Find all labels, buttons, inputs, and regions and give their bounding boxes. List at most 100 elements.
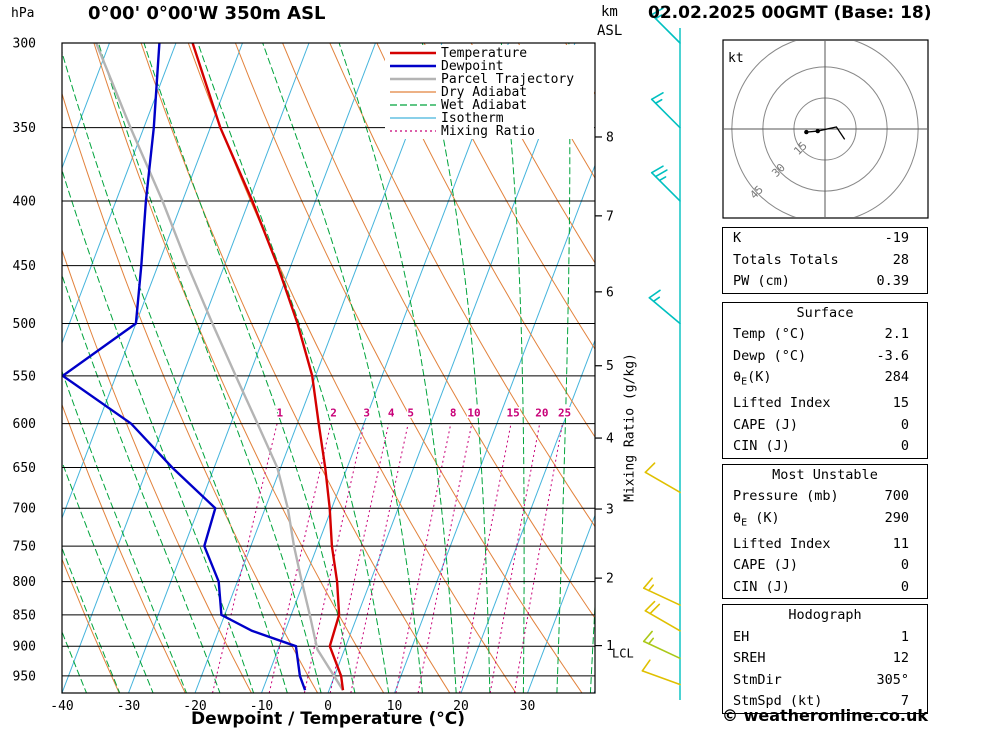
stat-label: Lifted Index bbox=[733, 535, 831, 552]
legend-label: Mixing Ratio bbox=[441, 124, 535, 139]
stat-value: 305° bbox=[876, 671, 909, 688]
pressure-tick-label: 500 bbox=[13, 317, 36, 332]
stat-row: θE (K) 290 bbox=[723, 508, 927, 534]
stat-label: PW (cm) bbox=[733, 273, 790, 289]
stat-value: 0 bbox=[900, 438, 909, 455]
pressure-tick-label: 900 bbox=[13, 640, 36, 655]
km-tick-label: 3 bbox=[606, 503, 614, 518]
wind-barb bbox=[642, 577, 681, 606]
hodograph-trace-dot bbox=[815, 128, 820, 134]
legend-label: Dry Adiabat bbox=[441, 85, 527, 100]
mixing-ratio-value: 10 bbox=[467, 407, 480, 420]
pressure-axis-labels: 300 bbox=[13, 37, 36, 52]
mixing-ratio-value: 1 bbox=[276, 407, 283, 420]
temperature-axis-labels: -40 -30 -20 -10 0 10 20 30 bbox=[50, 699, 535, 714]
pressure-tick-label: 300 bbox=[13, 37, 36, 52]
mixing-ratio-value: 2 bbox=[330, 407, 337, 420]
km-tick-label: 1 bbox=[606, 639, 614, 654]
mixing-ratio-value: 4 bbox=[388, 407, 395, 420]
run-date-title: 02.02.2025 00GMT (Base: 18) bbox=[648, 3, 932, 23]
stat-value: 11 bbox=[892, 535, 909, 552]
km-axis-label: km bbox=[601, 4, 618, 20]
mixing-ratio-value: 20 bbox=[535, 407, 548, 420]
wind-barb bbox=[644, 462, 681, 494]
stat-label: CAPE (J) bbox=[733, 557, 799, 574]
lcl-marker: LCL bbox=[612, 646, 634, 660]
stat-label: K bbox=[733, 230, 742, 246]
pressure-axis-labels: 500 bbox=[13, 317, 36, 332]
stat-value: -19 bbox=[884, 230, 909, 246]
pressure-tick-label: 850 bbox=[13, 608, 36, 623]
pressure-tick-label: 400 bbox=[13, 194, 36, 209]
stat-value: 1 bbox=[900, 628, 909, 645]
stats-panel-hodograph: Hodograph EH 1 SREH 12 StmDir 305° StmSpd (kt) 7 bbox=[722, 604, 928, 714]
station-title: 0°00' 0°00'W 350m ASL bbox=[88, 3, 326, 24]
pressure-axis-labels: 950 bbox=[13, 669, 36, 684]
legend-label: Wet Adiabat bbox=[441, 98, 527, 113]
stat-label: θE(K) bbox=[733, 369, 772, 388]
stat-row: EH 1 bbox=[723, 627, 927, 649]
pressure-axis-labels: 350 bbox=[13, 121, 36, 136]
pressure-axis-labels: 400 bbox=[13, 194, 36, 209]
pressure-axis-labels: 650 bbox=[13, 461, 36, 476]
stat-row: StmSpd (kt) 7 bbox=[723, 691, 927, 713]
copyright: © weatheronline.co.uk bbox=[722, 706, 929, 725]
stat-row: Totals Totals 28 bbox=[723, 250, 927, 272]
stat-row: SREH 12 bbox=[723, 648, 927, 670]
stat-value: 28 bbox=[892, 251, 909, 268]
legend-label: Parcel Trajectory bbox=[441, 72, 574, 87]
stats-panel-surface: Surface Temp (°C) 2.1 Dewp (°C) -3.6 θE(K) 284… bbox=[722, 301, 928, 459]
stat-label: CIN (J) bbox=[733, 438, 790, 455]
panel-title: Most Unstable bbox=[772, 466, 878, 483]
stat-row: Lifted Index 15 bbox=[723, 393, 927, 415]
stat-label: CAPE (J) bbox=[733, 416, 799, 433]
km-tick-label: 4 bbox=[606, 432, 614, 447]
temp-tick-label: 30 bbox=[520, 699, 536, 714]
stat-row: Lifted Index 11 bbox=[723, 534, 927, 556]
legend-label: Temperature bbox=[441, 46, 527, 61]
stat-row: PW (cm) 0.39 bbox=[723, 271, 927, 293]
stat-row: Pressure (mb) 700 bbox=[723, 486, 927, 508]
stat-label: CIN (J) bbox=[733, 578, 790, 595]
pressure-axis-labels: 550 bbox=[13, 369, 36, 384]
stats-panel: K -19 Totals Totals 28 PW (cm) 0.39 bbox=[722, 227, 928, 294]
stat-row: StmDir 305° bbox=[723, 670, 927, 692]
wind-barb bbox=[644, 600, 681, 632]
pressure-tick-label: 550 bbox=[13, 369, 36, 384]
km-tick-label: 7 bbox=[606, 209, 614, 224]
stat-label: Totals Totals bbox=[733, 251, 839, 268]
mixing-ratio-value: 25 bbox=[558, 407, 571, 420]
stat-row: θE(K) 284 bbox=[723, 367, 927, 393]
km-tick-label: 8 bbox=[606, 130, 614, 145]
wind-barb bbox=[642, 630, 681, 660]
pressure-axis-labels: 850 bbox=[13, 608, 36, 623]
wind-barb bbox=[641, 659, 681, 686]
stat-label: Dewp (°C) bbox=[733, 347, 807, 364]
stat-label: SREH bbox=[733, 650, 766, 667]
hodograph-unit-label: kt bbox=[728, 51, 744, 66]
wind-barb bbox=[650, 165, 681, 202]
pressure-tick-label: 750 bbox=[13, 540, 36, 555]
stat-value: 700 bbox=[884, 488, 909, 505]
asl-axis-label: ASL bbox=[597, 23, 623, 39]
temp-tick-label: -40 bbox=[50, 699, 73, 714]
pressure-tick-label: 450 bbox=[13, 259, 36, 274]
mixing-ratio-value: 15 bbox=[507, 407, 520, 420]
mixing-ratio-lines bbox=[212, 423, 563, 693]
pressure-tick-label: 700 bbox=[13, 502, 36, 517]
stat-row: K -19 bbox=[723, 228, 927, 250]
pressure-axis-labels: 750 bbox=[13, 540, 36, 555]
wet-adiabat-lines bbox=[62, 43, 595, 693]
stat-value: 12 bbox=[892, 650, 909, 667]
stat-value: 0.39 bbox=[876, 273, 909, 289]
pressure-tick-label: 800 bbox=[13, 575, 36, 590]
stat-value: 2.1 bbox=[884, 326, 909, 342]
stat-row: CAPE (J) 0 bbox=[723, 415, 927, 437]
temperature-curve bbox=[191, 43, 345, 691]
pressure-axis-labels: 800 bbox=[13, 575, 36, 590]
stat-label: EH bbox=[733, 628, 750, 645]
stat-row: CIN (J) 0 bbox=[723, 436, 927, 458]
